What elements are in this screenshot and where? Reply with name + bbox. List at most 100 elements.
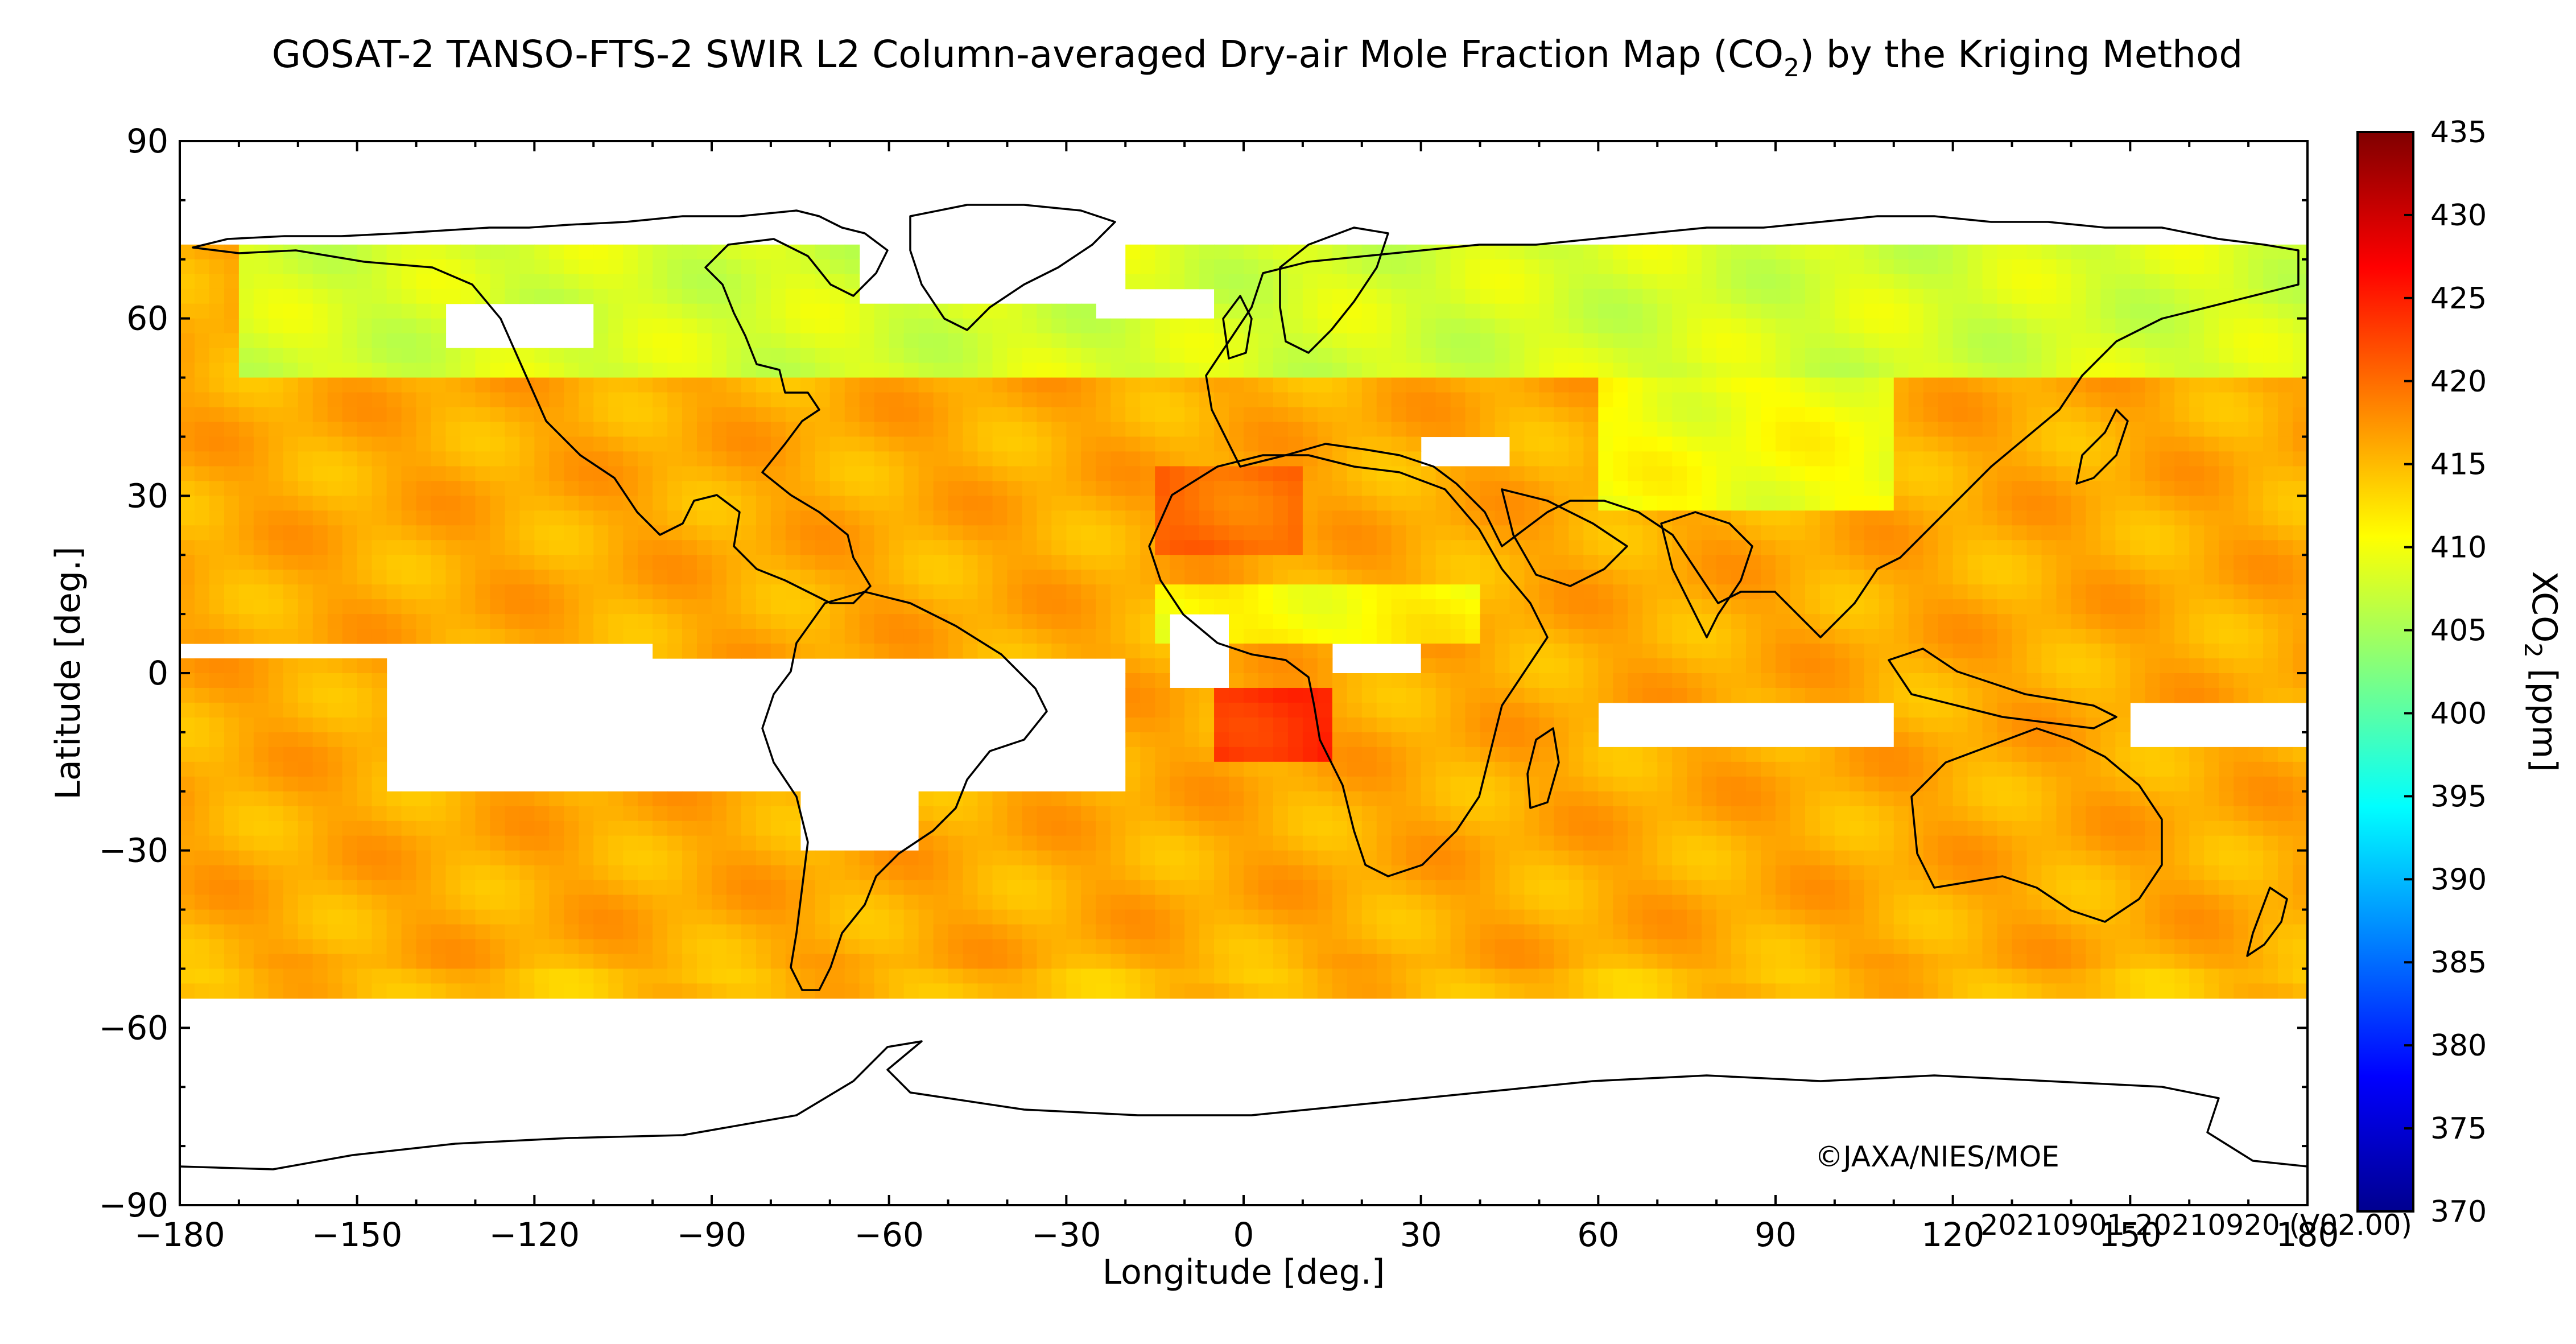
- heatmap-cell: [2234, 776, 2249, 792]
- heatmap-cell: [1613, 318, 1628, 334]
- heatmap-cell: [1244, 274, 1259, 290]
- heatmap-cell: [682, 555, 697, 570]
- heatmap-cell: [712, 466, 727, 481]
- heatmap-cell: [815, 540, 831, 555]
- heatmap-cell: [1554, 555, 1569, 570]
- heatmap-cell: [1037, 377, 1052, 393]
- heatmap-cell: [475, 348, 491, 364]
- heatmap-cell: [1746, 259, 1761, 275]
- heatmap-cell: [2293, 496, 2307, 511]
- heatmap-cell: [1628, 466, 1643, 481]
- heatmap-cell: [2041, 570, 2057, 585]
- heatmap-cell: [2041, 761, 2057, 777]
- heatmap-cell: [1509, 629, 1525, 644]
- heatmap-cell: [712, 362, 727, 378]
- heatmap-cell: [1140, 333, 1155, 349]
- heatmap-cell: [268, 747, 284, 762]
- heatmap-cell: [697, 274, 712, 290]
- heatmap-cell: [209, 702, 225, 718]
- heatmap-cell: [386, 584, 402, 600]
- heatmap-cell: [1258, 673, 1274, 689]
- heatmap-cell: [1687, 806, 1702, 822]
- heatmap-cell: [1864, 540, 1880, 555]
- heatmap-cell: [2278, 776, 2293, 792]
- heatmap-cell: [431, 436, 447, 452]
- heatmap-cell: [903, 392, 919, 408]
- heatmap-cell: [1997, 244, 2013, 260]
- heatmap-cell: [697, 377, 712, 393]
- heatmap-cell: [1761, 377, 1776, 393]
- heatmap-cell: [1509, 791, 1525, 807]
- heatmap-cell: [180, 821, 195, 836]
- heatmap-cell: [2145, 244, 2160, 260]
- heatmap-cell: [1997, 481, 2013, 496]
- heatmap-cell: [1450, 555, 1466, 570]
- heatmap-cell: [1495, 806, 1510, 822]
- heatmap-cell: [505, 377, 520, 393]
- heatmap-cell: [2100, 259, 2116, 275]
- heatmap-cell: [785, 392, 801, 408]
- heatmap-cell: [1716, 392, 1732, 408]
- heatmap-cell: [1819, 806, 1835, 822]
- heatmap-cell: [1982, 348, 1998, 364]
- heatmap-cell: [2026, 259, 2042, 275]
- heatmap-cell: [1583, 333, 1599, 349]
- heatmap-cell: [2204, 407, 2219, 423]
- heatmap-cell: [2130, 333, 2145, 349]
- heatmap-cell: [2115, 644, 2131, 659]
- heatmap-cell: [1302, 481, 1318, 496]
- heatmap-cell: [1805, 821, 1820, 836]
- heatmap-cell: [1435, 644, 1451, 659]
- heatmap-cell: [1155, 422, 1170, 438]
- heatmap-cell: [1819, 821, 1835, 836]
- heatmap-cell: [682, 451, 697, 467]
- heatmap-cell: [519, 348, 535, 364]
- heatmap-cell: [623, 451, 638, 467]
- heatmap-cell: [756, 377, 771, 393]
- heatmap-cell: [416, 599, 432, 615]
- heatmap-cell: [1702, 451, 1717, 467]
- heatmap-cell: [800, 436, 816, 452]
- heatmap-cell: [2174, 658, 2190, 674]
- heatmap-cell: [1229, 658, 1244, 674]
- heatmap-cell: [1746, 288, 1761, 304]
- heatmap-cell: [815, 496, 831, 511]
- heatmap-cell: [253, 436, 269, 452]
- heatmap-cell: [2293, 481, 2307, 496]
- heatmap-cell: [371, 791, 387, 807]
- heatmap-cell: [1952, 644, 1968, 659]
- heatmap-cell: [1642, 525, 1658, 541]
- heatmap-cell: [2174, 259, 2190, 275]
- heatmap-cell: [253, 333, 269, 349]
- heatmap-cell: [371, 614, 387, 629]
- heatmap-cell: [2086, 481, 2101, 496]
- heatmap-cell: [1155, 614, 1170, 629]
- heatmap-cell: [268, 348, 284, 364]
- heatmap-cell: [1111, 644, 1126, 659]
- heatmap-cell: [2174, 348, 2190, 364]
- heatmap-cell: [194, 555, 210, 570]
- heatmap-cell: [623, 525, 638, 541]
- heatmap-cell: [445, 392, 461, 408]
- heatmap-cell: [1406, 496, 1422, 511]
- heatmap-cell: [1642, 348, 1658, 364]
- heatmap-cell: [2041, 599, 2057, 615]
- heatmap-cell: [268, 761, 284, 777]
- heatmap-cell: [2263, 362, 2278, 378]
- heatmap-cell: [1864, 362, 1880, 378]
- heatmap-cell: [1849, 244, 1865, 260]
- heatmap-cell: [2234, 274, 2249, 290]
- heatmap-cell: [667, 481, 683, 496]
- heatmap-cell: [2189, 776, 2205, 792]
- heatmap-cell: [1598, 540, 1613, 555]
- heatmap-cell: [1849, 555, 1865, 570]
- heatmap-cell: [312, 451, 328, 467]
- heatmap-cell: [209, 584, 225, 600]
- heatmap-cell: [253, 481, 269, 496]
- heatmap-cell: [918, 540, 934, 555]
- heatmap-cell: [992, 540, 1008, 555]
- heatmap-cell: [1731, 776, 1747, 792]
- heatmap-cell: [1435, 333, 1451, 349]
- heatmap-cell: [1066, 392, 1081, 408]
- heatmap-cell: [312, 288, 328, 304]
